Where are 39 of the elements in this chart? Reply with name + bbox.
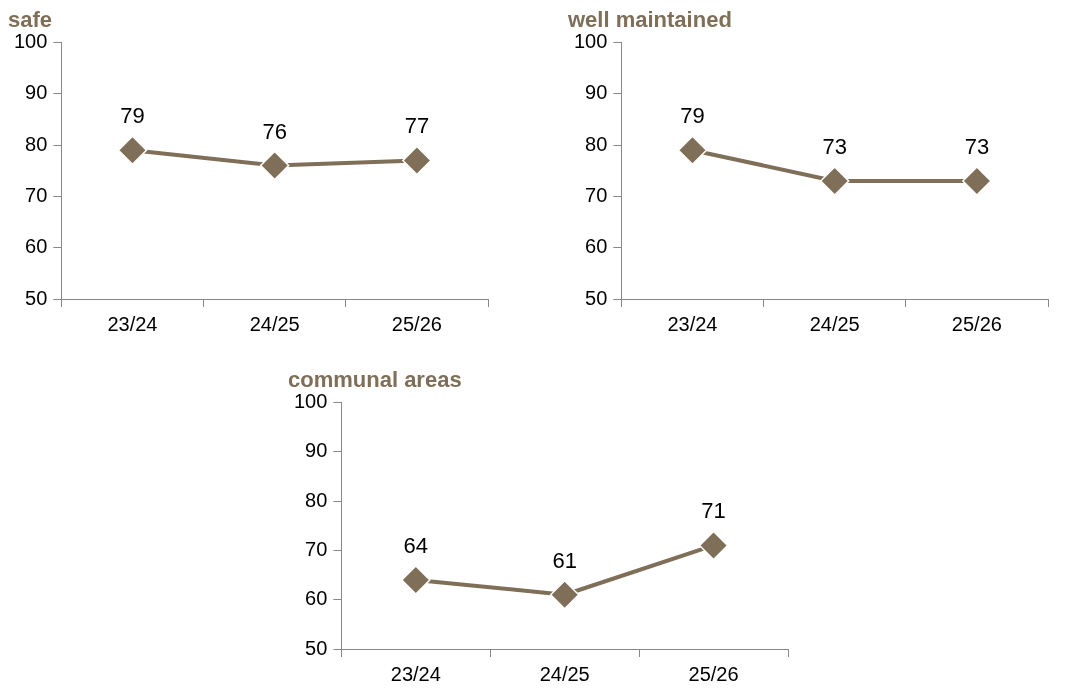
data-label: 77 <box>404 113 430 139</box>
data-label: 64 <box>403 533 429 559</box>
point <box>698 530 729 561</box>
y-tick-label: 70 <box>585 183 608 206</box>
y-tick-label: 50 <box>305 636 328 659</box>
x-tick-label: 25/26 <box>951 312 1002 335</box>
y-tick-label: 60 <box>585 235 608 258</box>
point <box>259 150 290 181</box>
y-tick-label: 50 <box>585 286 608 309</box>
x-tick-label: 25/26 <box>391 312 442 335</box>
x-tick-label: 24/25 <box>809 312 860 335</box>
x-tick-label: 23/24 <box>390 662 441 685</box>
x-tick-label: 24/25 <box>539 662 590 685</box>
y-tick-label: 80 <box>305 488 328 511</box>
y-tick-label: 90 <box>585 81 608 104</box>
data-label: 73 <box>964 134 990 160</box>
y-tick-label: 50 <box>25 286 48 309</box>
y-tick-label: 90 <box>25 81 48 104</box>
point <box>402 145 432 176</box>
y-tick-label: 80 <box>585 132 608 155</box>
data-label: 71 <box>701 498 726 524</box>
y-tick-label: 80 <box>25 132 48 155</box>
point <box>401 565 431 595</box>
point <box>549 580 580 610</box>
data-label: 79 <box>680 103 705 129</box>
x-tick-label: 25/26 <box>688 662 739 685</box>
data-label: 76 <box>262 118 287 144</box>
y-tick-label: 90 <box>305 439 328 462</box>
point <box>117 135 148 165</box>
y-tick-label: 60 <box>25 235 48 258</box>
y-tick-label: 60 <box>305 587 328 610</box>
x-tick-label: 23/24 <box>667 312 718 335</box>
x-tick-label: 24/25 <box>249 312 300 335</box>
data-label: 79 <box>120 103 145 129</box>
y-tick-label: 70 <box>25 183 48 206</box>
data-label: 61 <box>552 547 577 573</box>
data-label: 73 <box>822 134 847 160</box>
y-tick-label: 70 <box>305 537 328 560</box>
x-tick-label: 23/24 <box>107 312 158 335</box>
